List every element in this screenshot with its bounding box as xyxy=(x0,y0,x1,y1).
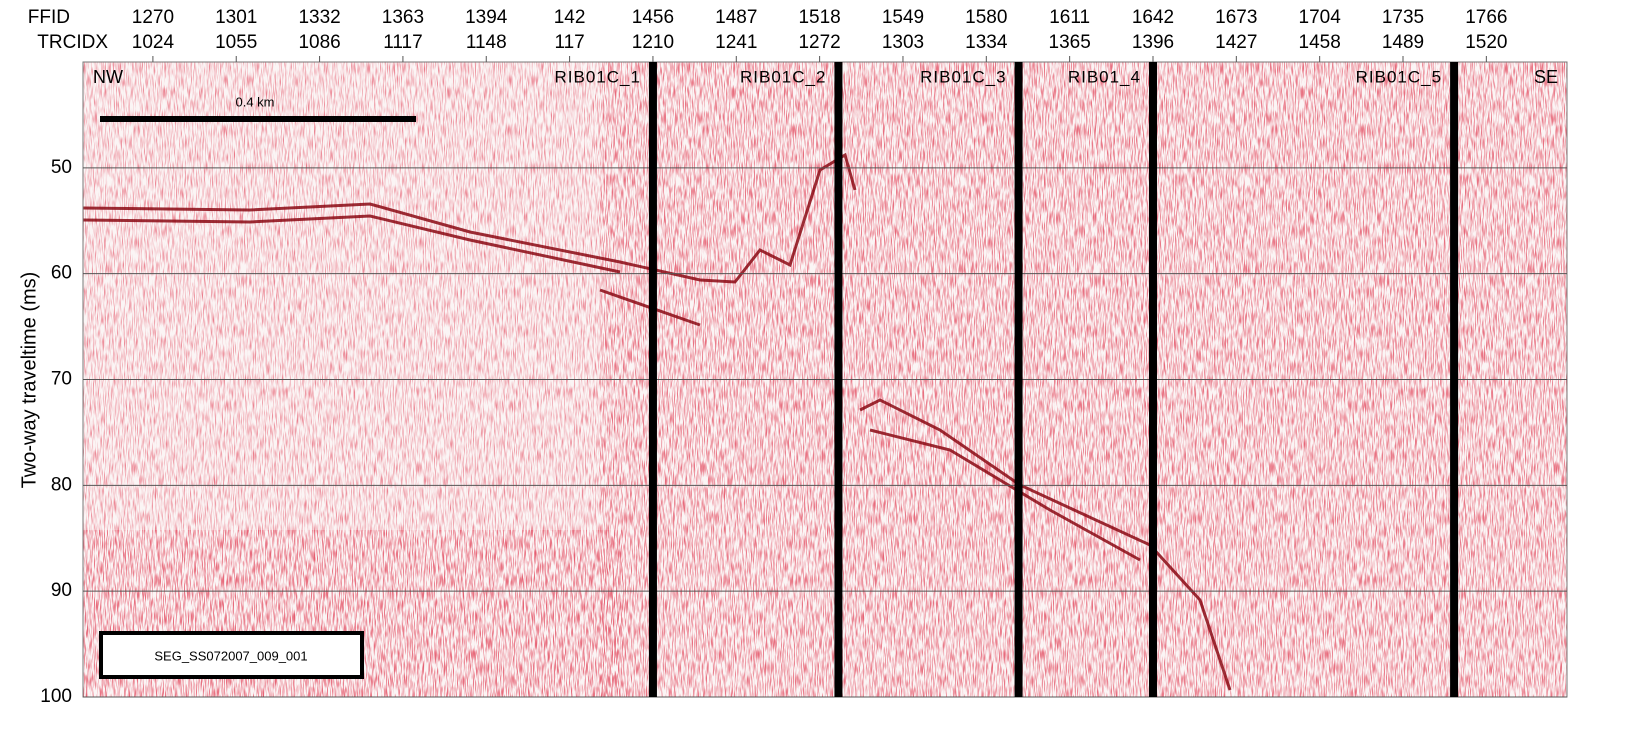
ffid-label: 1332 xyxy=(298,7,340,28)
ffid-label: 1704 xyxy=(1299,7,1342,28)
x-row-name: TRCIDX xyxy=(37,32,108,53)
marker-line xyxy=(1014,62,1023,697)
ffid-label: 1487 xyxy=(715,7,757,28)
x-tick-label: 1117 xyxy=(383,32,422,53)
marker-line xyxy=(1450,62,1459,697)
ffid-label: 1580 xyxy=(965,7,1007,28)
x-tick-label: 1520 xyxy=(1465,32,1507,53)
marker-label: RIB01C_5 xyxy=(1356,67,1442,86)
x-tick-label: 117 xyxy=(554,32,584,53)
y-tick-label: 90 xyxy=(51,580,72,601)
ffid-label: 1394 xyxy=(465,7,508,28)
scale-bar-label: 0.4 km xyxy=(235,94,274,109)
ffid-label: 1642 xyxy=(1132,7,1174,28)
left-label: NW xyxy=(93,67,123,87)
x-row-name: FFID xyxy=(28,7,70,28)
x-tick-label: 1024 xyxy=(132,32,175,53)
ffid-label: 1456 xyxy=(632,7,674,28)
ffid-label: 1363 xyxy=(382,7,424,28)
ffid-label: 1673 xyxy=(1215,7,1257,28)
x-tick-label: 1210 xyxy=(632,32,674,53)
x-tick-label: 1396 xyxy=(1132,32,1174,53)
y-tick-label: 80 xyxy=(51,474,72,495)
x-tick-label: 1241 xyxy=(715,32,757,53)
marker-line xyxy=(1148,62,1157,697)
ffid-label: 1270 xyxy=(132,7,174,28)
scale-bar xyxy=(100,116,416,122)
x-tick-label: 1427 xyxy=(1215,32,1257,53)
right-label: SE xyxy=(1534,67,1558,87)
x-tick-label: 1148 xyxy=(466,32,507,53)
legend-box-label: SEG_SS072007_009_001 xyxy=(154,648,307,663)
marker-label: RIB01C_1 xyxy=(555,67,641,86)
marker-label: RIB01C_2 xyxy=(740,67,826,86)
y-axis-label: Two-way traveltime (ms) xyxy=(18,272,40,489)
x-tick-label: 1303 xyxy=(882,32,924,53)
marker-label: RIB01_4 xyxy=(1068,67,1141,86)
ffid-label: 1766 xyxy=(1465,7,1507,28)
ffid-label: 1735 xyxy=(1382,7,1424,28)
marker-line xyxy=(648,62,657,697)
x-tick-label: 1334 xyxy=(965,32,1008,53)
marker-line xyxy=(834,62,843,697)
x-tick-label: 1055 xyxy=(215,32,257,53)
x-tick-label: 1458 xyxy=(1299,32,1341,53)
ffid-label: 1611 xyxy=(1049,7,1090,28)
x-tick-label: 1365 xyxy=(1049,32,1091,53)
y-tick-label: 60 xyxy=(51,263,72,284)
ffid-label: 1549 xyxy=(882,7,924,28)
x-tick-label: 1272 xyxy=(798,32,840,53)
y-tick-label: 70 xyxy=(51,369,72,390)
ffid-label: 142 xyxy=(554,7,586,28)
ffid-label: 1518 xyxy=(798,7,840,28)
ffid-label: 1301 xyxy=(215,7,257,28)
x-tick-label: 1086 xyxy=(298,32,340,53)
y-tick-label: 50 xyxy=(51,157,72,178)
legend-box xyxy=(99,631,364,679)
x-tick-label: 1489 xyxy=(1382,32,1424,53)
marker-label: RIB01C_3 xyxy=(920,67,1006,86)
y-tick-label: 100 xyxy=(40,686,72,707)
